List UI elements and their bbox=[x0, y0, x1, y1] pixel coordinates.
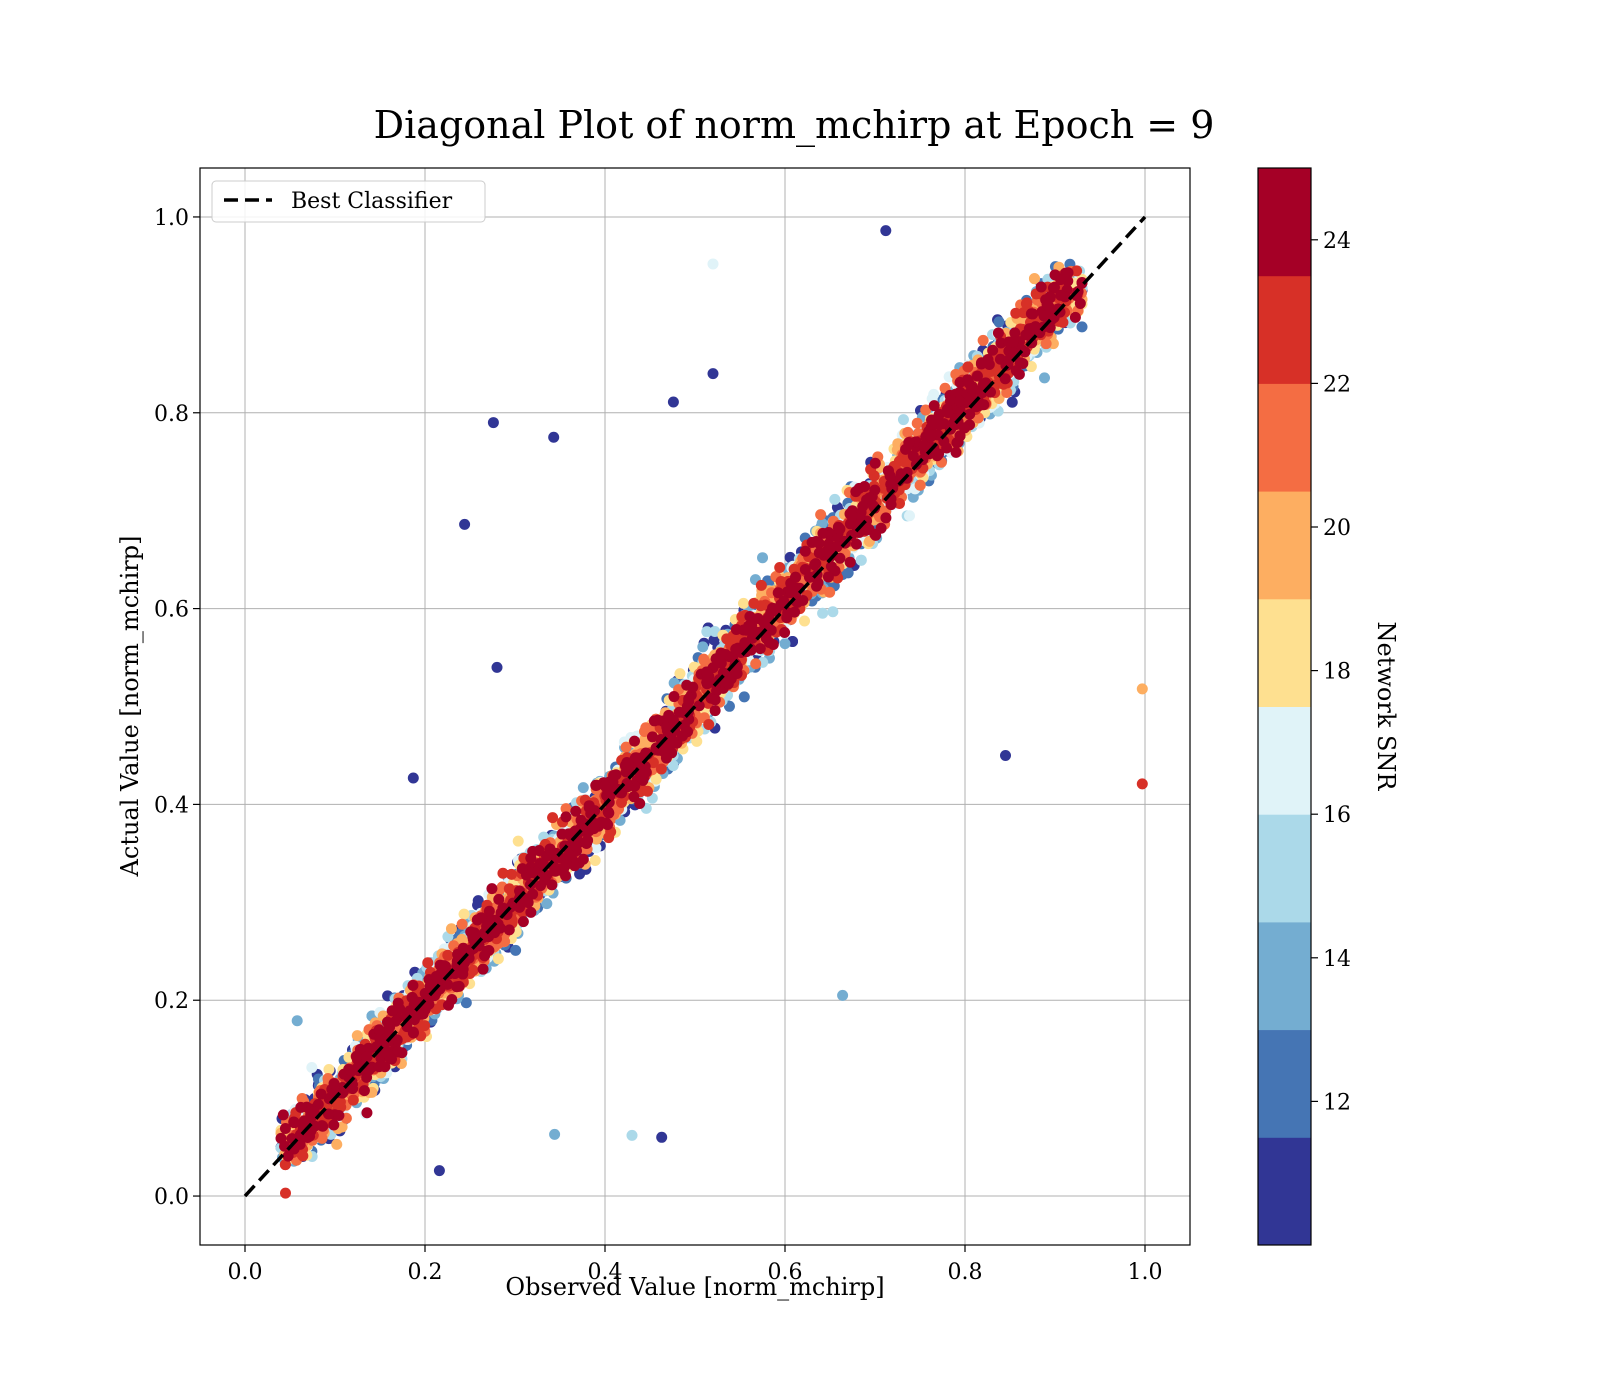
scatter-point bbox=[548, 431, 560, 443]
scatter-point bbox=[487, 417, 499, 429]
scatter-point bbox=[491, 661, 503, 673]
scatter-point bbox=[541, 898, 553, 910]
scatter-point bbox=[589, 855, 601, 867]
scatter-point bbox=[1038, 372, 1050, 384]
scatter-point bbox=[824, 586, 836, 598]
scatter-point bbox=[707, 258, 719, 270]
scatter-point bbox=[993, 316, 1005, 328]
scatter-point bbox=[460, 997, 472, 1009]
scatter-point bbox=[492, 953, 504, 965]
scatter-point bbox=[445, 923, 457, 935]
scatter-point bbox=[336, 1121, 348, 1133]
scatter-point bbox=[707, 368, 719, 380]
scatter-point bbox=[667, 396, 679, 408]
scatter-point bbox=[691, 735, 703, 747]
scatter-point bbox=[817, 607, 829, 619]
scatter-point bbox=[697, 641, 709, 653]
scatter-point bbox=[1136, 683, 1148, 695]
scatter-point bbox=[590, 842, 602, 854]
scatter-point bbox=[1000, 749, 1011, 761]
scatter-point bbox=[1076, 321, 1088, 333]
scatter-point bbox=[626, 1129, 638, 1141]
scatter-point bbox=[620, 741, 632, 753]
scatter-point bbox=[738, 691, 750, 703]
scatter-point bbox=[650, 773, 662, 785]
scatter-point bbox=[323, 1063, 335, 1075]
scatter-point bbox=[512, 835, 524, 847]
scatter-point bbox=[560, 803, 572, 815]
scatter-point bbox=[827, 606, 839, 618]
scatter-point bbox=[1006, 396, 1018, 408]
scatter-point bbox=[738, 597, 750, 609]
scatter-point bbox=[779, 638, 791, 650]
scatter-point bbox=[674, 668, 686, 680]
scatter-point bbox=[972, 412, 984, 424]
scatter-point bbox=[280, 1187, 291, 1199]
scatter-point bbox=[829, 493, 841, 505]
scatter-point bbox=[574, 868, 586, 880]
scatter-point bbox=[291, 1015, 303, 1027]
scatter-point bbox=[458, 908, 470, 920]
scatter-point bbox=[842, 567, 854, 579]
scatter-point bbox=[920, 404, 932, 416]
scatter-point bbox=[750, 658, 762, 670]
scatter-point bbox=[667, 760, 679, 772]
scatter-point bbox=[799, 615, 811, 627]
scatter-point bbox=[577, 782, 589, 794]
scatter-point bbox=[1028, 273, 1040, 285]
scatter-point bbox=[977, 334, 989, 346]
scatter-point bbox=[306, 1062, 318, 1074]
scatter-point bbox=[433, 1165, 445, 1177]
scatter-point bbox=[407, 772, 419, 784]
scatter-point bbox=[1025, 361, 1037, 373]
scatter-point bbox=[656, 1131, 668, 1143]
scatter-point bbox=[331, 1138, 343, 1150]
chart-title: Diagonal Plot of norm_mchirp at Epoch = … bbox=[374, 103, 1215, 148]
scatter-point bbox=[701, 626, 713, 638]
scatter-point bbox=[549, 1128, 561, 1140]
scatter-point bbox=[855, 554, 867, 566]
scatter-point bbox=[1136, 778, 1148, 790]
scatter-point bbox=[316, 1132, 328, 1144]
scatter-point bbox=[904, 510, 916, 522]
scatter-point bbox=[897, 414, 909, 426]
scatter-point bbox=[510, 944, 522, 956]
scatter-point bbox=[351, 1030, 363, 1042]
scatter-point bbox=[837, 989, 849, 1001]
scatter-point bbox=[784, 551, 796, 563]
scatter-point bbox=[911, 417, 923, 429]
scatter-point bbox=[880, 225, 892, 237]
scatter-point bbox=[757, 552, 769, 564]
scatter-point bbox=[459, 518, 471, 530]
scatter-point bbox=[709, 625, 721, 637]
